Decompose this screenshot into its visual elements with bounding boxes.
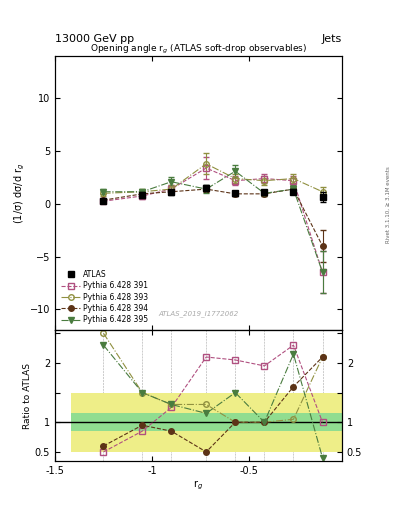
Text: 13000 GeV pp: 13000 GeV pp xyxy=(55,33,134,44)
Text: Jets: Jets xyxy=(321,33,342,44)
Title: Opening angle r$_g$ (ATLAS soft-drop observables): Opening angle r$_g$ (ATLAS soft-drop obs… xyxy=(90,43,307,56)
Y-axis label: (1/σ) dσ/d r$_g$: (1/σ) dσ/d r$_g$ xyxy=(13,163,27,224)
X-axis label: r$_g$: r$_g$ xyxy=(193,478,204,492)
Y-axis label: Ratio to ATLAS: Ratio to ATLAS xyxy=(23,362,32,429)
Legend: ATLAS, Pythia 6.428 391, Pythia 6.428 393, Pythia 6.428 394, Pythia 6.428 395: ATLAS, Pythia 6.428 391, Pythia 6.428 39… xyxy=(59,268,151,327)
Text: ATLAS_2019_I1772062: ATLAS_2019_I1772062 xyxy=(158,310,239,316)
Text: Rivet 3.1.10, ≥ 3.1M events: Rivet 3.1.10, ≥ 3.1M events xyxy=(386,166,391,243)
